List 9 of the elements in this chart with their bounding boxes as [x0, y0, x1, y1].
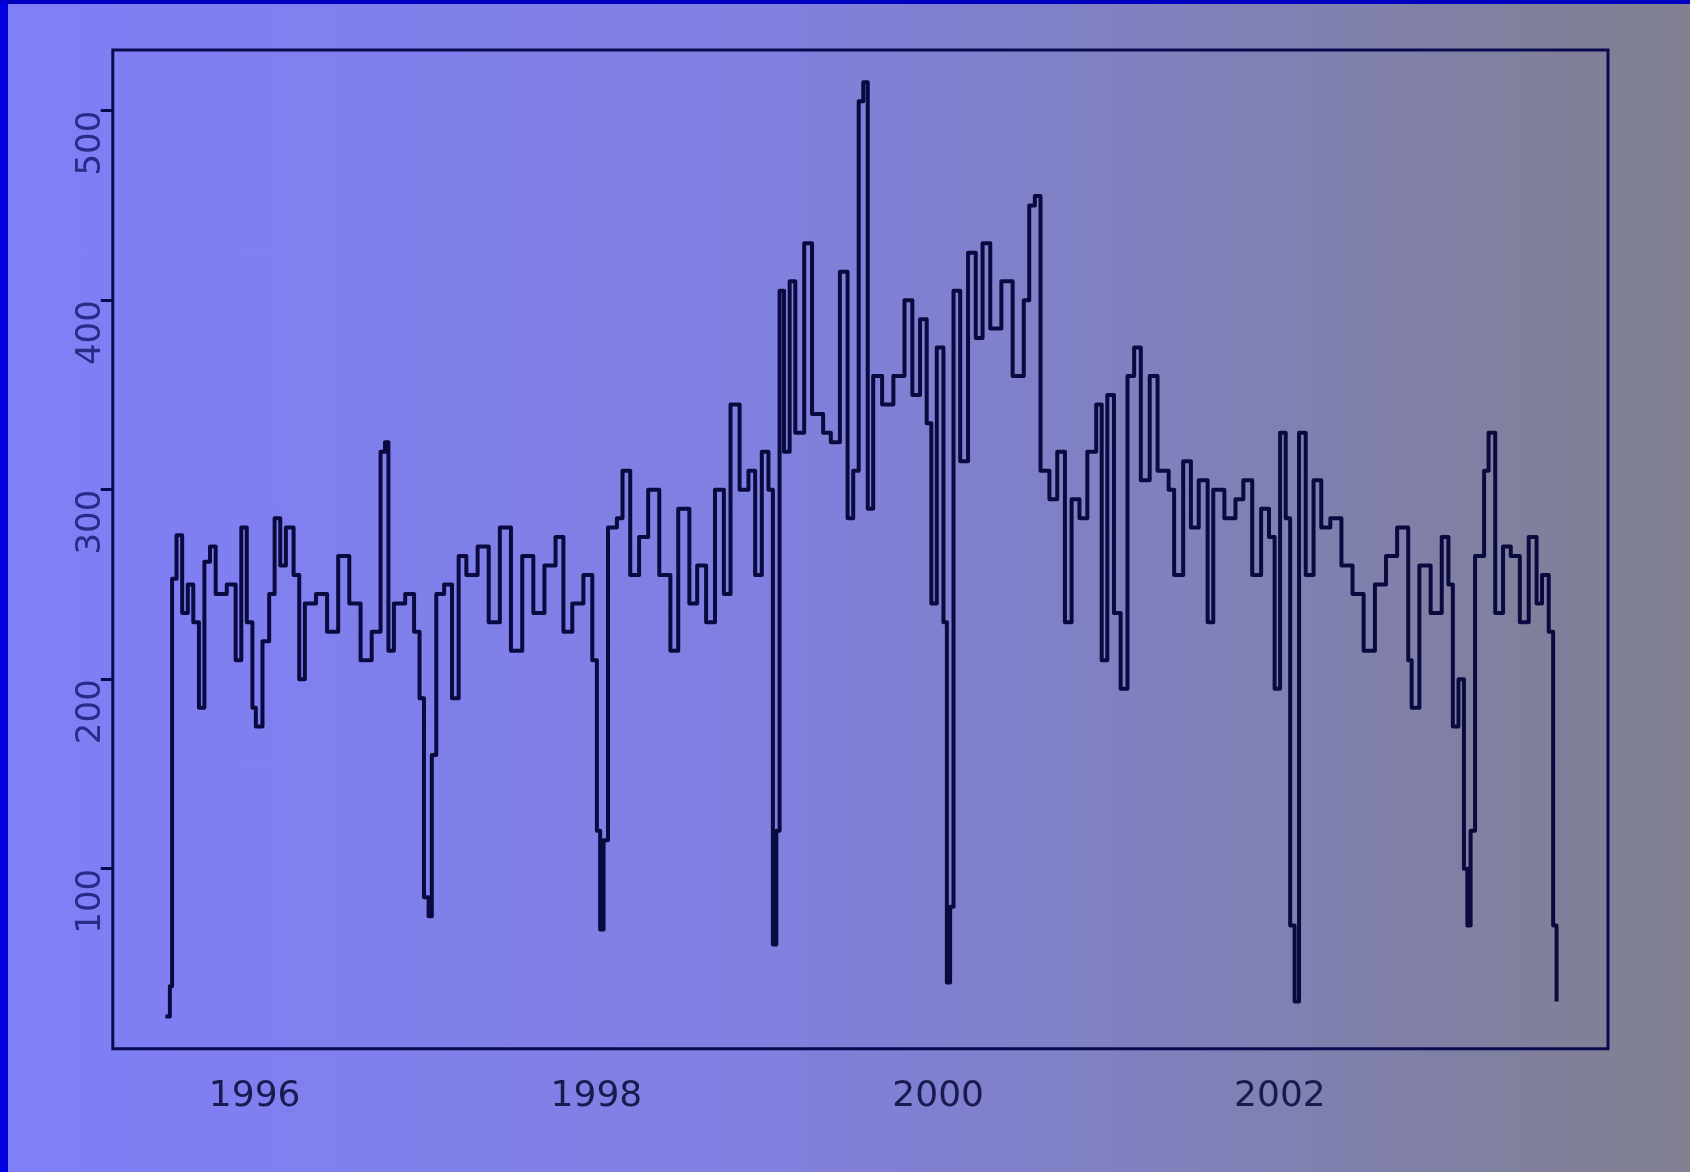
y-tick-label: 100	[67, 868, 108, 934]
x-tick-label: 2000	[892, 1072, 984, 1114]
y-tick-label: 200	[67, 679, 108, 745]
x-tick-label: 2002	[1234, 1072, 1326, 1114]
y-tick-label: 500	[67, 110, 108, 176]
x-tick-label: 1996	[208, 1072, 301, 1114]
y-tick-label: 400	[67, 300, 108, 366]
x-tick-label: 1998	[550, 1072, 643, 1114]
y-tick-label: 300	[67, 489, 108, 555]
